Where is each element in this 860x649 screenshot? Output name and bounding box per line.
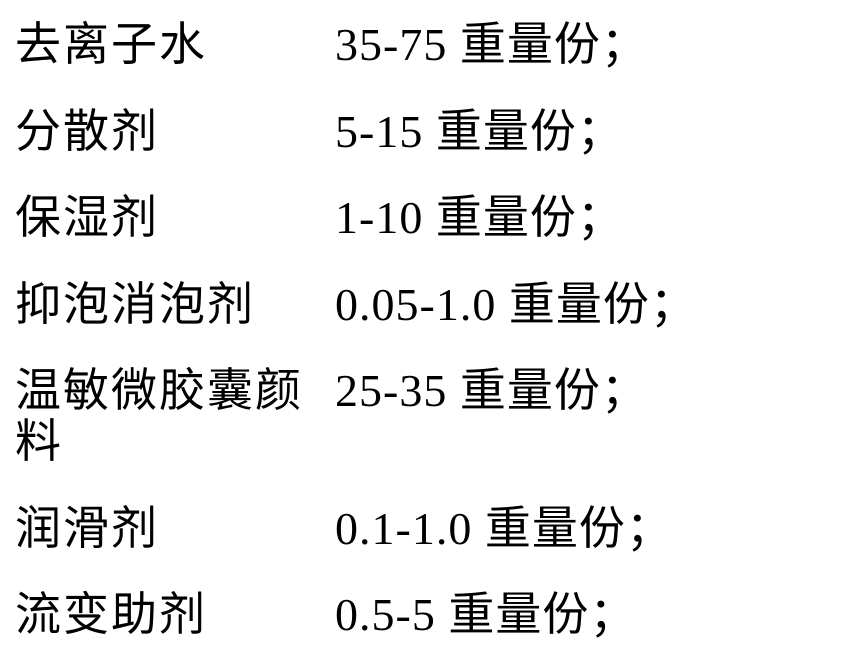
unit-text: 重量份: [460, 19, 601, 70]
ingredient-value: 0.5-5 重量份；: [335, 590, 636, 641]
ingredient-row: 流变助剂 0.5-5 重量份；: [15, 590, 845, 641]
ingredient-value: 25-35 重量份；: [335, 366, 648, 417]
ingredient-row: 润滑剂 0.1-1.0 重量份；: [15, 504, 845, 555]
ingredient-value: 1-10 重量份；: [335, 193, 624, 244]
separator: ；: [601, 365, 648, 416]
unit-text: 重量份: [509, 279, 650, 330]
separator: ；: [577, 106, 624, 157]
unit-text: 重量份: [448, 589, 589, 640]
ingredient-row: 分散剂 5-15 重量份；: [15, 107, 845, 158]
unit-text: 重量份: [485, 503, 626, 554]
unit-text: 重量份: [436, 192, 577, 243]
ingredient-label: 抑泡消泡剂: [15, 280, 335, 331]
range-text: 25-35: [335, 365, 447, 416]
range-text: 0.05-1.0: [335, 279, 496, 330]
ingredient-label: 去离子水: [15, 20, 335, 71]
ingredient-label: 分散剂: [15, 107, 335, 158]
ingredient-label: 保湿剂: [15, 193, 335, 244]
separator: ；: [577, 192, 624, 243]
ingredient-label: 润滑剂: [15, 504, 335, 555]
ingredient-value: 0.05-1.0 重量份；: [335, 280, 697, 331]
range-text: 1-10: [335, 192, 423, 243]
separator: ；: [650, 279, 697, 330]
ingredient-row: 保湿剂 1-10 重量份；: [15, 193, 845, 244]
range-text: 35-75: [335, 19, 447, 70]
range-text: 0.5-5: [335, 589, 436, 640]
ingredient-value: 5-15 重量份；: [335, 107, 624, 158]
range-text: 5-15: [335, 106, 423, 157]
ingredient-row: 抑泡消泡剂 0.05-1.0 重量份；: [15, 280, 845, 331]
ingredient-value: 0.1-1.0 重量份；: [335, 504, 673, 555]
separator: ；: [589, 589, 636, 640]
range-text: 0.1-1.0: [335, 503, 472, 554]
separator: ；: [626, 503, 673, 554]
unit-text: 重量份: [460, 365, 601, 416]
ingredient-row: 去离子水 35-75 重量份；: [15, 20, 845, 71]
separator: ；: [601, 19, 648, 70]
ingredient-label: 流变助剂: [15, 590, 335, 641]
ingredient-value: 35-75 重量份；: [335, 20, 648, 71]
ingredient-row: 温敏微胶囊颜料 25-35 重量份；: [15, 366, 845, 467]
unit-text: 重量份: [436, 106, 577, 157]
ingredient-label: 温敏微胶囊颜料: [15, 366, 335, 467]
